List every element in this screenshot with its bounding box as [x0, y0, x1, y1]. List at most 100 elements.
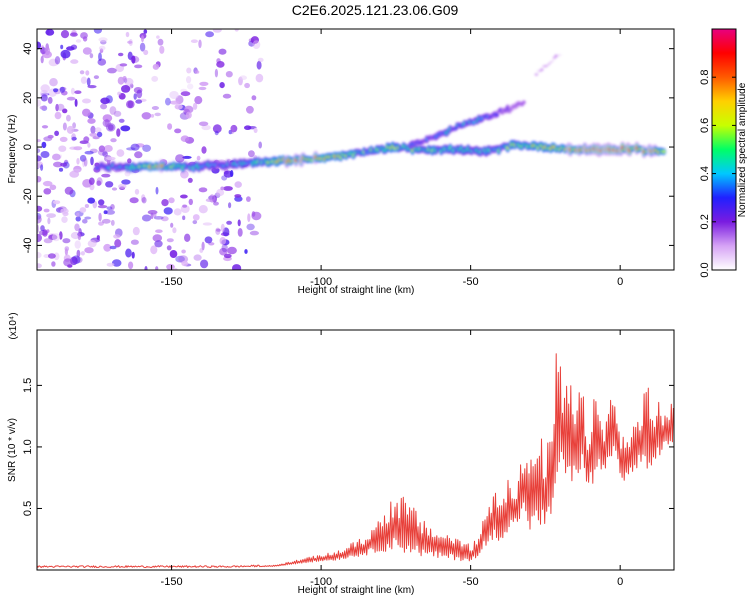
noise-speckle — [192, 220, 198, 225]
track-mark — [549, 61, 553, 63]
noise-speckle — [58, 167, 64, 172]
noise-speckle — [100, 103, 108, 110]
noise-speckle — [74, 223, 80, 232]
noise-speckle — [75, 39, 82, 43]
noise-speckle — [142, 144, 152, 152]
noise-speckle — [220, 223, 225, 232]
noise-speckle — [64, 248, 68, 256]
noise-speckle — [55, 103, 59, 112]
noise-speckle — [48, 58, 59, 67]
noise-speckle — [98, 145, 106, 153]
noise-speckle — [221, 243, 228, 253]
noise-speckle — [62, 211, 69, 217]
noise-speckle — [153, 212, 157, 218]
noise-speckle — [133, 93, 137, 100]
noise-speckle — [169, 100, 180, 105]
colorbar-tick-label: 0.2 — [699, 214, 711, 229]
heatmap-y-axis-label: Frequency (Hz) — [7, 115, 18, 184]
noise-speckle — [134, 151, 143, 159]
noise-speckle — [192, 214, 200, 221]
noise-speckle — [181, 249, 186, 254]
track-mark — [553, 57, 556, 59]
noise-speckle — [163, 207, 173, 215]
noise-speckle — [74, 98, 78, 107]
noise-speckle — [198, 121, 209, 127]
colorbar-tick-label: 0.4 — [699, 166, 711, 181]
noise-speckle — [40, 164, 44, 171]
noise-speckle — [169, 250, 178, 258]
noise-speckle — [141, 35, 144, 43]
noise-speckle — [54, 111, 62, 120]
noise-speckle — [223, 186, 233, 191]
noise-speckle — [198, 86, 207, 91]
noise-speckle — [116, 149, 125, 157]
noise-speckle — [154, 240, 163, 248]
noise-speckle — [258, 141, 263, 149]
noise-speckle — [70, 59, 79, 64]
track-mark — [540, 69, 544, 71]
noise-speckle — [143, 49, 149, 56]
noise-speckle — [121, 179, 131, 185]
noise-speckle — [96, 235, 100, 240]
noise-speckle — [118, 183, 127, 189]
noise-speckle — [47, 253, 56, 259]
track-mark — [662, 150, 666, 153]
y-tick-label: 1.5 — [22, 378, 34, 393]
noise-speckle — [101, 173, 111, 178]
noise-speckle — [244, 82, 251, 89]
noise-speckle — [66, 114, 71, 122]
noise-speckle — [79, 207, 87, 213]
track-mark — [551, 60, 554, 62]
noise-speckle — [212, 124, 222, 134]
snr-panel: -150 -100 -50 0 0.5 1.0 1.5 Height of straigh… — [7, 312, 675, 596]
x-tick-label: -150 — [161, 276, 183, 288]
upper-branch — [408, 100, 526, 149]
noise-speckle — [232, 264, 242, 270]
noise-speckle — [53, 88, 59, 93]
noise-speckle — [56, 103, 65, 111]
snr-x-axis-label: Height of straight line (km) — [298, 585, 415, 596]
noise-speckle — [223, 253, 232, 259]
noise-speckle — [185, 111, 192, 119]
noise-speckle — [98, 37, 108, 42]
noise-speckle — [73, 146, 83, 151]
noise-speckle — [214, 130, 219, 136]
noise-speckle — [141, 194, 146, 203]
noise-speckle — [87, 85, 97, 89]
noise-speckle — [37, 99, 42, 107]
noise-speckle — [87, 239, 97, 248]
noise-speckle — [170, 267, 178, 270]
noise-speckle — [121, 85, 131, 93]
noise-speckle — [114, 239, 122, 248]
colorbar-frame — [711, 28, 737, 271]
noise-speckle — [119, 63, 128, 67]
noise-speckle — [87, 142, 91, 148]
x-tick-label: -150 — [161, 576, 183, 588]
noise-speckle — [98, 45, 106, 51]
noise-speckle — [97, 205, 108, 209]
noise-speckle — [106, 206, 113, 210]
noise-speckle — [143, 29, 148, 34]
noise-speckle — [169, 91, 179, 99]
noise-speckle — [106, 262, 115, 267]
noise-speckle — [41, 125, 49, 129]
main-track — [94, 140, 667, 173]
noise-speckle — [200, 259, 209, 269]
noise-speckle — [170, 222, 174, 228]
noise-speckle — [141, 112, 152, 120]
noise-speckle — [96, 131, 103, 138]
noise-speckle — [96, 180, 102, 186]
x-tick-label: -50 — [463, 276, 479, 288]
noise-speckle — [61, 216, 68, 224]
noise-speckle — [251, 95, 257, 101]
track-mark — [538, 70, 542, 73]
heatmap-y-ticks: -40 -20 0 20 40 — [22, 43, 674, 253]
noise-speckle — [134, 188, 140, 195]
noise-speckle — [139, 42, 146, 52]
colorbar-label: Normalized spectral amplitude — [737, 82, 748, 217]
noise-speckle — [79, 70, 85, 75]
y-tick-label: 40 — [22, 43, 34, 55]
noise-speckle — [110, 219, 115, 226]
colorbar-ticks: 0.0 0.2 0.4 0.6 0.8 — [699, 70, 736, 278]
track-mark — [558, 54, 562, 56]
